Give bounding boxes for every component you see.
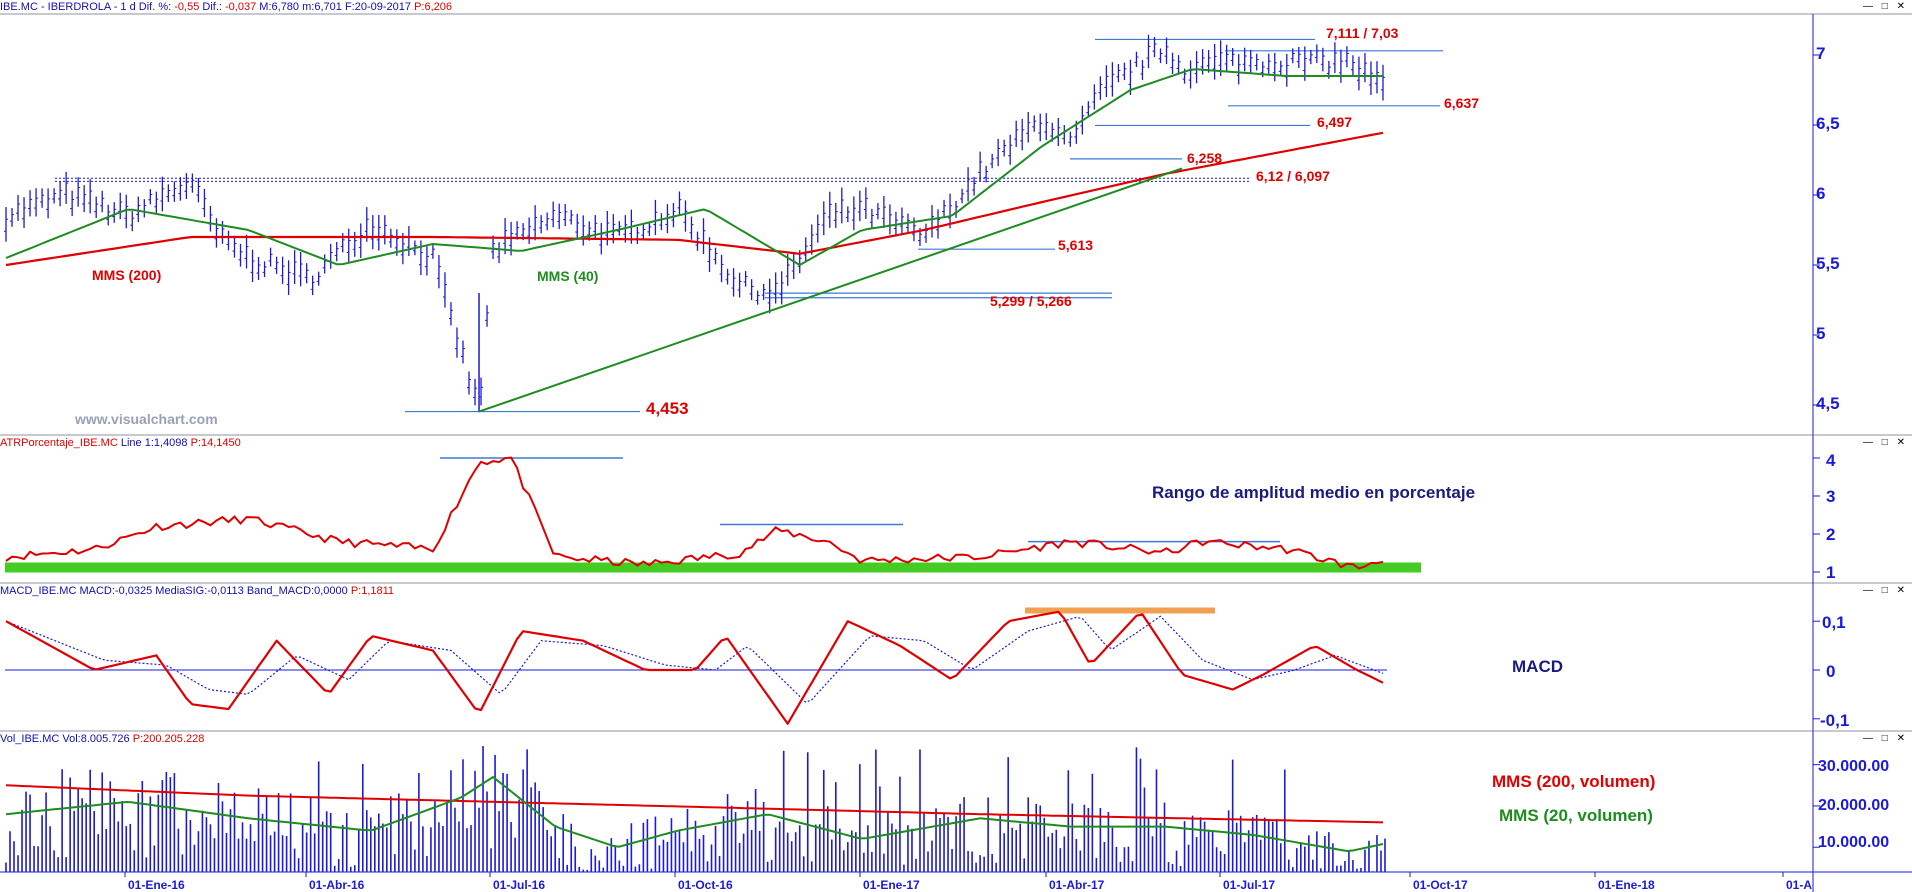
volume-note-200: MMS (200, volumen) bbox=[1492, 772, 1655, 791]
max-label: M: bbox=[259, 1, 272, 13]
x-tick-label-1: 01-Abr-16 bbox=[309, 878, 365, 892]
mms40-line bbox=[5, 68, 1383, 266]
vol-value-label: Vol: bbox=[62, 733, 81, 745]
volume-note-20: MMS (20, volumen) bbox=[1499, 806, 1653, 825]
level-label-7111: 7,111 / 7,03 bbox=[1326, 25, 1399, 41]
min-value: 6,701 bbox=[314, 1, 342, 13]
macd-y-tick-label-1: 0 bbox=[1826, 662, 1835, 681]
price-y-tick-label-1: 5 bbox=[1816, 324, 1825, 343]
price-y-tick-label-3: 6 bbox=[1816, 184, 1825, 203]
x-tick-label-0: 01-Ene-16 bbox=[128, 878, 185, 892]
date-value: 20-09-2017 bbox=[354, 1, 411, 13]
atr-note: Rango de amplitud medio en porcentaje bbox=[1152, 483, 1475, 502]
vol-p-label: P: bbox=[132, 733, 144, 745]
price-panel bbox=[4, 34, 1820, 413]
level-label-5299: 5,299 / 5,266 bbox=[990, 293, 1072, 309]
watermark: www.visualchart.com bbox=[74, 411, 218, 427]
atr-y-tick-label-3: 4 bbox=[1826, 451, 1836, 470]
macd-band-label: Band_MACD: bbox=[246, 585, 315, 597]
price-panel-header: IBE.MC - IBERDROLA - 1 d Dif. %: -0,55 D… bbox=[0, 1, 452, 14]
macd-label: MACD_IBE.MC bbox=[0, 585, 77, 597]
atr-green-band bbox=[5, 562, 1421, 573]
atr-window-controls[interactable]: — □ ✕ bbox=[1863, 437, 1908, 448]
mms200-line bbox=[5, 131, 1384, 267]
atr-line-label: Line 1: bbox=[120, 437, 154, 449]
macd-y-tick-label-2: 0,1 bbox=[1822, 613, 1846, 632]
macd-y-tick-label-0: -0,1 bbox=[1820, 711, 1849, 730]
vol-y-tick-label-1: 20.000.00 bbox=[1818, 797, 1889, 814]
max-value: 6,780 bbox=[271, 1, 300, 13]
atr-panel bbox=[5, 456, 1820, 573]
dif-pct-label: Dif. %: bbox=[138, 1, 172, 13]
macd-value-label: MACD: bbox=[79, 585, 115, 597]
atr-line bbox=[5, 456, 1384, 570]
atr-y-tick-label-2: 3 bbox=[1826, 487, 1835, 506]
vol-y-tick-label-0: 10.000.00 bbox=[1818, 834, 1889, 851]
macd-value: -0,0325 bbox=[114, 585, 153, 597]
macd-panel-header: MACD_IBE.MC MACD:-0,0325 MediaSIG:-0,011… bbox=[0, 585, 394, 598]
level-label-5613: 5,613 bbox=[1058, 237, 1093, 253]
trend-line bbox=[478, 167, 1183, 413]
macd-sig-label: MediaSIG: bbox=[155, 585, 208, 597]
x-tick-label-4: 01-Ene-17 bbox=[863, 878, 920, 892]
date-label: F: bbox=[344, 1, 355, 13]
atr-y-tick-label-0: 1 bbox=[1826, 563, 1835, 582]
period: 1 d bbox=[120, 1, 136, 13]
level-label-6497: 6,497 bbox=[1317, 114, 1352, 130]
dif-value: -0,037 bbox=[225, 1, 257, 13]
atr-p-value: 14,1450 bbox=[201, 437, 241, 449]
dif-label: Dif.: bbox=[202, 1, 222, 13]
macd-panel bbox=[5, 607, 1820, 725]
atr-y-tick-label-1: 2 bbox=[1826, 525, 1835, 544]
x-tick-label-3: 01-Oct-16 bbox=[678, 878, 733, 892]
atr-label: ATRPorcentaje_IBE.MC bbox=[0, 437, 118, 449]
x-tick-label-8: 01-Ene-18 bbox=[1598, 878, 1655, 892]
x-tick-label-7: 01-Oct-17 bbox=[1413, 878, 1468, 892]
macd-band-value: 0,0000 bbox=[314, 585, 348, 597]
macd-sig-value: -0,0113 bbox=[207, 585, 244, 597]
x-axis bbox=[124, 872, 1784, 877]
atr-panel-header: ATRPorcentaje_IBE.MC Line 1:1,4098 P:14,… bbox=[0, 437, 241, 450]
vol-y-tick-label-2: 30.000.00 bbox=[1818, 758, 1889, 775]
price-value: 6,206 bbox=[424, 1, 452, 13]
macd-line bbox=[5, 610, 1384, 725]
symbol-name: IBE.MC - IBERDROLA - bbox=[0, 1, 118, 13]
price-y-tick-label-2: 5,5 bbox=[1816, 254, 1840, 273]
min-label: m: bbox=[302, 1, 315, 13]
vol-p-value: 200.205.228 bbox=[143, 733, 205, 745]
volume-panel bbox=[5, 746, 1820, 872]
level-label-6120: 6,12 / 6,097 bbox=[1256, 168, 1330, 184]
price-y-tick-label-5: 7 bbox=[1816, 44, 1825, 63]
price-label: P: bbox=[414, 1, 425, 13]
macd-note: MACD bbox=[1512, 657, 1563, 676]
price-window-controls[interactable]: — □ ✕ bbox=[1863, 1, 1908, 12]
x-tick-label-9: 01-A bbox=[1786, 878, 1812, 892]
vol-mms200-line bbox=[5, 784, 1384, 824]
vol-label: Vol_IBE.MC bbox=[0, 733, 60, 745]
volume-panel-header: Vol_IBE.MC Vol:8.005.726 P:200.205.228 bbox=[0, 733, 204, 746]
level-label-6637: 6,637 bbox=[1444, 95, 1479, 111]
macd-p-label: P: bbox=[350, 585, 362, 597]
x-tick-label-2: 01-Jul-16 bbox=[493, 878, 545, 892]
vol-value: 8.005.726 bbox=[80, 733, 130, 745]
price-y-tick-label-4: 6,5 bbox=[1816, 114, 1840, 133]
x-tick-label-6: 01-Jul-17 bbox=[1223, 878, 1275, 892]
price-y-tick-label-0: 4,5 bbox=[1816, 394, 1840, 413]
macd-p-value: 1,1811 bbox=[361, 585, 395, 597]
x-tick-label-5: 01-Abr-17 bbox=[1049, 878, 1105, 892]
dif-pct-value: -0,55 bbox=[174, 1, 200, 13]
vol-mms20-line bbox=[5, 776, 1384, 852]
level-label-4453: 4,453 bbox=[646, 399, 689, 418]
atr-p-label: P: bbox=[190, 437, 202, 449]
volume-window-controls[interactable]: — □ ✕ bbox=[1863, 733, 1908, 744]
macd-signal-line bbox=[5, 615, 1384, 703]
mms200-annotation: MMS (200) bbox=[92, 267, 161, 283]
macd-window-controls[interactable]: — □ ✕ bbox=[1863, 585, 1908, 596]
atr-line-value: 1,4098 bbox=[153, 437, 188, 449]
mms40-annotation: MMS (40) bbox=[537, 268, 598, 284]
level-label-6258: 6,258 bbox=[1187, 150, 1222, 166]
